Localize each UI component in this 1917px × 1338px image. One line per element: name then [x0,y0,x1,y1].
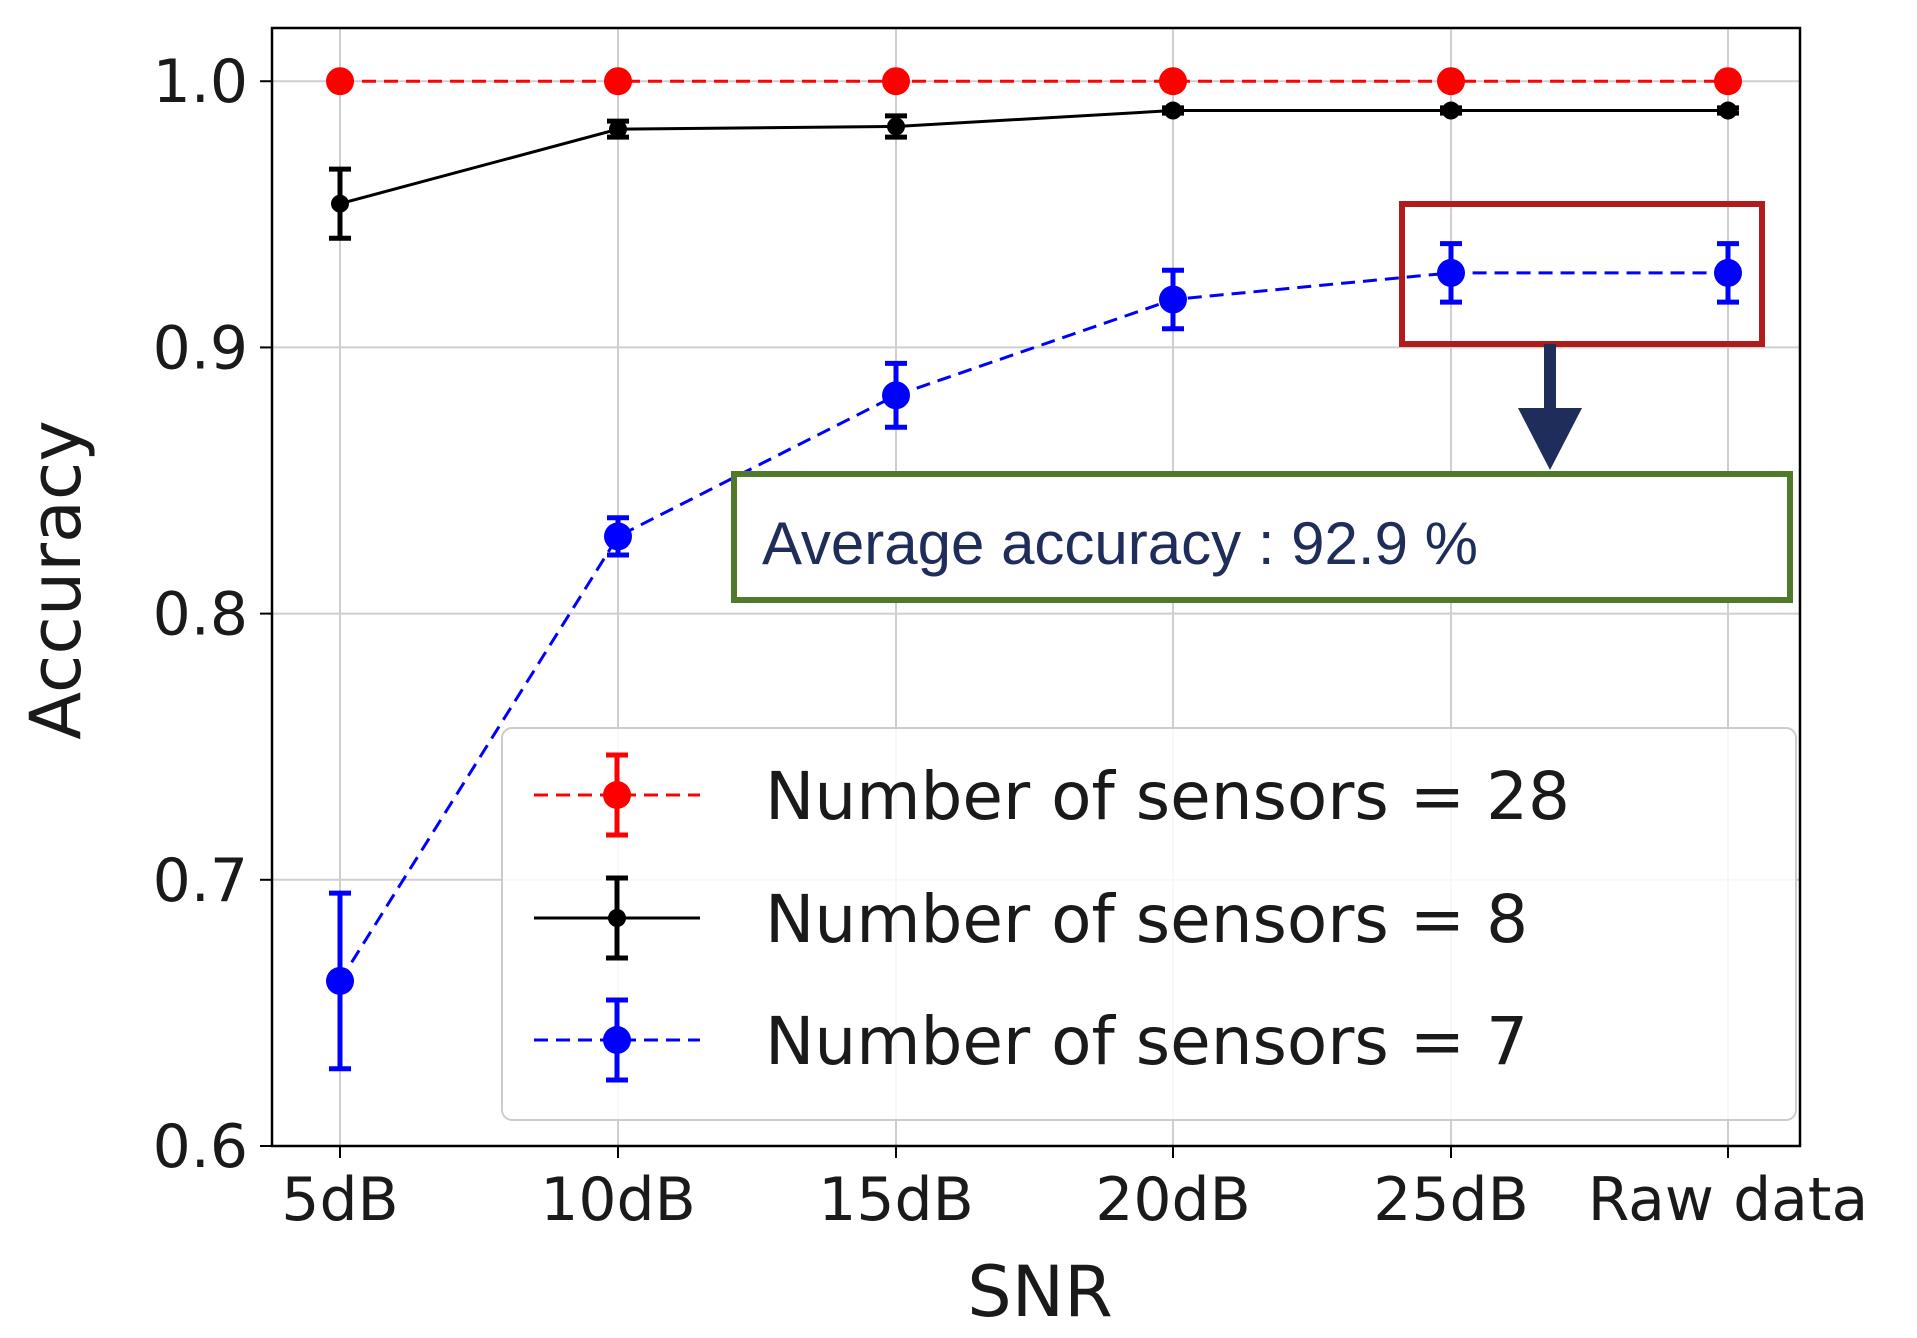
legend-marker-sample [608,909,626,927]
data-point [1442,101,1460,120]
data-point [326,966,354,995]
data-point [331,194,349,213]
data-point [882,67,910,96]
annotation-box [731,471,1793,603]
y-axis-title: Accuracy [15,420,97,740]
legend-label: Number of sensors = 28 [765,758,1570,835]
x-tick-label: 20dB [1095,1165,1251,1235]
data-point [609,120,627,139]
x-tick-label: 5dB [281,1165,398,1235]
data-point [1714,258,1742,287]
x-tick-label: Raw data [1588,1165,1868,1235]
legend-entry-1: Number of sensors = 8 [534,875,1528,961]
legend-entry-2: Number of sensors = 7 [534,997,1528,1083]
x-tick-label: 25dB [1373,1165,1529,1235]
series-layer [326,67,1742,1072]
legend-marker-sample [603,781,631,809]
plot-frame [270,26,1802,1148]
legend-box [501,727,1797,1121]
data-point [604,67,632,96]
series-line [338,271,1728,982]
x-axis-title: SNR [967,1251,1112,1333]
data-point [1719,101,1737,120]
tick-labels: 5dB 10dB 15dB 20dB 25dB Raw data 0.6 0.7 0.8 0.9 1… [153,47,1869,1235]
series-1 [329,101,1739,241]
data-point [1437,258,1465,287]
x-tick-label: 15dB [818,1165,974,1235]
data-point [1714,67,1742,96]
annotation-text: Average accuracy : 92.9 % [762,510,1478,577]
annotation-arrow-head [1518,408,1582,470]
annotation: Average accuracy : 92.9 % [731,201,1793,603]
y-tick-label: 1.0 [153,47,248,117]
legend: Number of sensors = 28 Number of sensors … [501,727,1797,1121]
data-point [1164,101,1182,120]
data-point [1159,285,1187,314]
y-tick-label: 0.6 [153,1112,248,1182]
legend-entry-0: Number of sensors = 28 [534,752,1570,838]
x-tick-label: 10dB [540,1165,696,1235]
highlight-box [1399,201,1765,347]
y-tick-label: 0.7 [153,846,248,916]
data-point [604,522,632,551]
series-line [339,109,1728,206]
legend-marker-sample [603,1026,631,1054]
plot-border [270,26,1802,1148]
data-point [882,381,910,410]
data-point [887,117,905,136]
legend-label: Number of sensors = 8 [765,881,1528,958]
series-2 [326,241,1742,1072]
y-tick-label: 0.9 [153,313,248,383]
y-tick-label: 0.8 [153,580,248,650]
series-0 [326,67,1742,96]
data-point [1437,67,1465,96]
legend-label: Number of sensors = 7 [765,1003,1528,1080]
data-point [326,67,354,96]
data-point [1159,67,1187,96]
